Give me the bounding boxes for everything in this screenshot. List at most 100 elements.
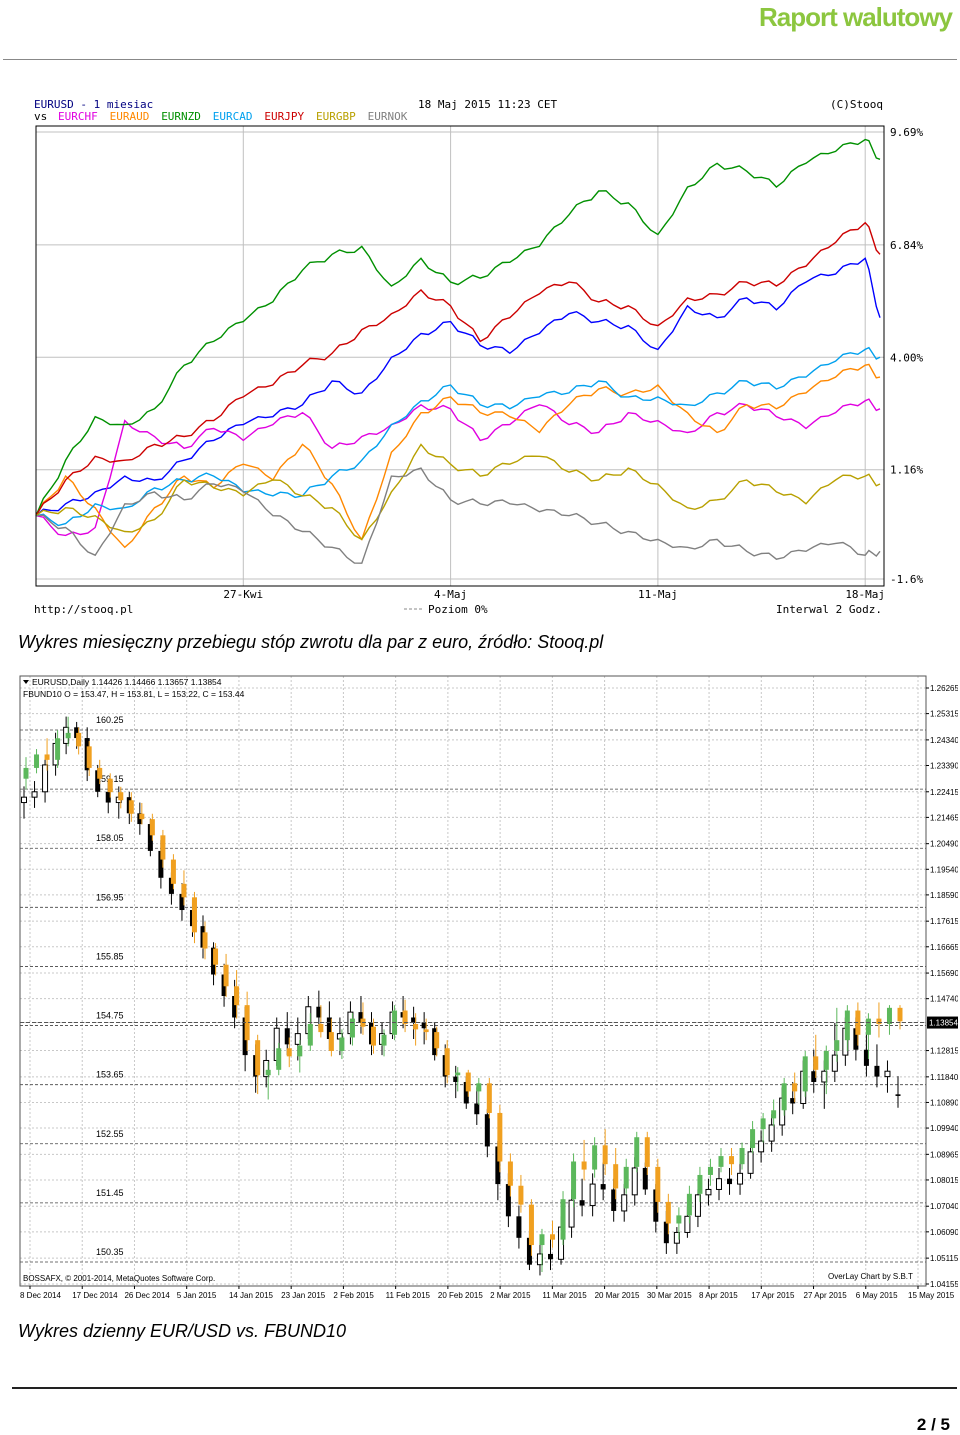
chart1-zero-level-label: Poziom 0%: [428, 603, 488, 616]
eurusd-candle: [244, 1005, 250, 1041]
chart2-brand-right: OverLay Chart by S.B.T: [828, 1272, 913, 1281]
eurusd-candle: [750, 1129, 756, 1149]
eurusd-candle: [444, 1048, 450, 1076]
fbund-candle: [294, 1033, 301, 1045]
eurusd-candle: [655, 1166, 661, 1202]
chart2-current-price-label: 1.13854: [929, 1019, 958, 1028]
eurusd-candle: [886, 1007, 892, 1025]
chart1-y-tick-label: 9.69%: [890, 126, 923, 139]
chart2-fbund-tick-label: 158.05: [96, 833, 124, 843]
chart2-y-tick-label: 1.08015: [930, 1176, 958, 1185]
fbund-candle: [768, 1124, 775, 1142]
eurusd-candle: [644, 1137, 650, 1167]
chart1-series-eurcad: [35, 346, 881, 527]
fbund-candle: [874, 1065, 880, 1077]
fbund-candle: [495, 1146, 501, 1185]
chart1-timestamp: 18 Maj 2015 11:23 CET: [418, 98, 557, 111]
caption-monthly-chart: Wykres miesięczny przebiegu stóp zwrotu …: [18, 632, 604, 652]
eurusd-candle: [402, 1010, 408, 1025]
eurusd-candle: [550, 1234, 556, 1240]
chart1-series-eurusd: [35, 257, 881, 517]
eurusd-candle: [497, 1112, 503, 1162]
fbund-candle: [42, 764, 49, 793]
fbund-candle: [421, 1022, 427, 1029]
eurusd-candle: [234, 986, 240, 1006]
chart2-y-tick-label: 1.22415: [930, 788, 958, 797]
chart2-fbund-tick-label: 155.85: [96, 951, 124, 961]
chart2-y-tick-label: 1.20490: [930, 840, 958, 849]
chart1-series-eurgbp: [35, 443, 881, 541]
chart2-y-tick-label: 1.14740: [930, 995, 958, 1004]
chart2-y-tick-label: 1.16665: [930, 943, 958, 952]
eurusd-candle: [718, 1156, 724, 1167]
chart2-y-tick-label: 1.12815: [930, 1047, 958, 1056]
chart2-y-tick-label: 1.15690: [930, 969, 958, 978]
chart2-info-line2: FBUND10 O = 153.47, H = 153.81, L = 153.…: [23, 689, 245, 699]
eurusd-candle: [160, 835, 166, 860]
chart2-y-tick-label: 1.08965: [930, 1150, 958, 1159]
chart2-x-tick-label: 14 Jan 2015: [229, 1291, 274, 1300]
chart2-fbund-tick-label: 153.65: [96, 1070, 124, 1080]
fbund-candle: [31, 791, 38, 798]
chart2-y-tick-label: 1.11840: [930, 1073, 958, 1082]
fbund-candle: [579, 1200, 585, 1206]
chart2-x-tick-label: 17 Apr 2015: [751, 1291, 795, 1300]
eurusd-candle: [44, 754, 50, 760]
chart2-fbund-tick-label: 150.35: [96, 1247, 124, 1257]
eurusd-candle: [623, 1166, 629, 1189]
chart2-x-tick-label: 23 Jan 2015: [281, 1291, 326, 1300]
chart2-y-tick-label: 1.05115: [930, 1254, 958, 1263]
chart2-y-tick-label: 1.17615: [930, 917, 958, 926]
eurusd-candle: [865, 1018, 871, 1035]
eurusd-candle: [571, 1161, 577, 1200]
chart2-info-line1: EURUSD,Daily 1.14426 1.14466 1.13657 1.1…: [32, 677, 222, 687]
eurusd-candle: [223, 964, 229, 987]
fbund-candle: [737, 1172, 744, 1185]
chart1-grid: [36, 126, 884, 586]
eurusd-candle: [170, 859, 176, 884]
fbund-candle: [621, 1194, 628, 1212]
eurusd-candle: [318, 1024, 324, 1033]
chart2-plot-frame: [19, 675, 927, 1287]
chart1-legend-eurgbp: EURGBP: [316, 110, 356, 123]
chart1-plot-frame: [35, 125, 885, 587]
chart1-interval-label: Interwal 2 Godz.: [776, 603, 882, 616]
eurusd-candle: [370, 1026, 376, 1046]
eurusd-candle: [634, 1137, 640, 1167]
chart2-fbund-tick-label: 160.25: [96, 715, 124, 725]
fbund-candle: [316, 1006, 322, 1018]
eurusd-candle: [34, 754, 40, 768]
chart1-y-tick-label: 1.16%: [890, 464, 923, 477]
eurusd-candle: [118, 792, 124, 801]
fbund-candle: [95, 770, 101, 792]
eurusd-candle: [265, 1069, 271, 1076]
chart1-x-tick-label: 18-Maj: [845, 588, 885, 601]
chart1-legend: EURCHF EURAUD EURNZD EURCAD EURJPY EURGBP EURN…: [58, 110, 408, 123]
chart1-y-tick-label: 6.84%: [890, 239, 923, 252]
chart1-series-eurjpy: [35, 221, 881, 517]
fbund-candle: [663, 1221, 669, 1244]
eurusd-candle: [181, 883, 187, 898]
chart2-y-tick-label: 1.07040: [930, 1202, 958, 1211]
chart2-y-tick-label: 1.06090: [930, 1228, 958, 1237]
eurusd-candle: [139, 813, 145, 820]
chart2-x-tick-label: 2 Feb 2015: [333, 1291, 374, 1300]
fbund-candle: [284, 1028, 290, 1045]
eurusd-candle: [455, 1072, 461, 1076]
chart2-fbund-tick-label: 156.95: [96, 892, 124, 902]
page-header: Raport walutowy: [0, 0, 960, 62]
chart1-title: EURUSD - 1 miesiac: [34, 98, 153, 111]
chart1-legend-euraud: EURAUD: [110, 110, 150, 123]
eurusd-candle: [802, 1056, 808, 1092]
fbund-candle: [853, 1028, 859, 1050]
eurusd-candle: [507, 1161, 513, 1186]
fbund-candle: [642, 1167, 648, 1190]
fbund-candle: [694, 1194, 701, 1217]
footer-divider: [12, 1387, 957, 1389]
fbund-candle: [453, 1076, 459, 1082]
eurusd-candle: [76, 732, 82, 747]
fbund-candle: [21, 796, 27, 804]
triangle-down-icon[interactable]: [23, 680, 29, 684]
eurusd-candle: [149, 819, 155, 836]
fbund-candle: [600, 1184, 606, 1190]
